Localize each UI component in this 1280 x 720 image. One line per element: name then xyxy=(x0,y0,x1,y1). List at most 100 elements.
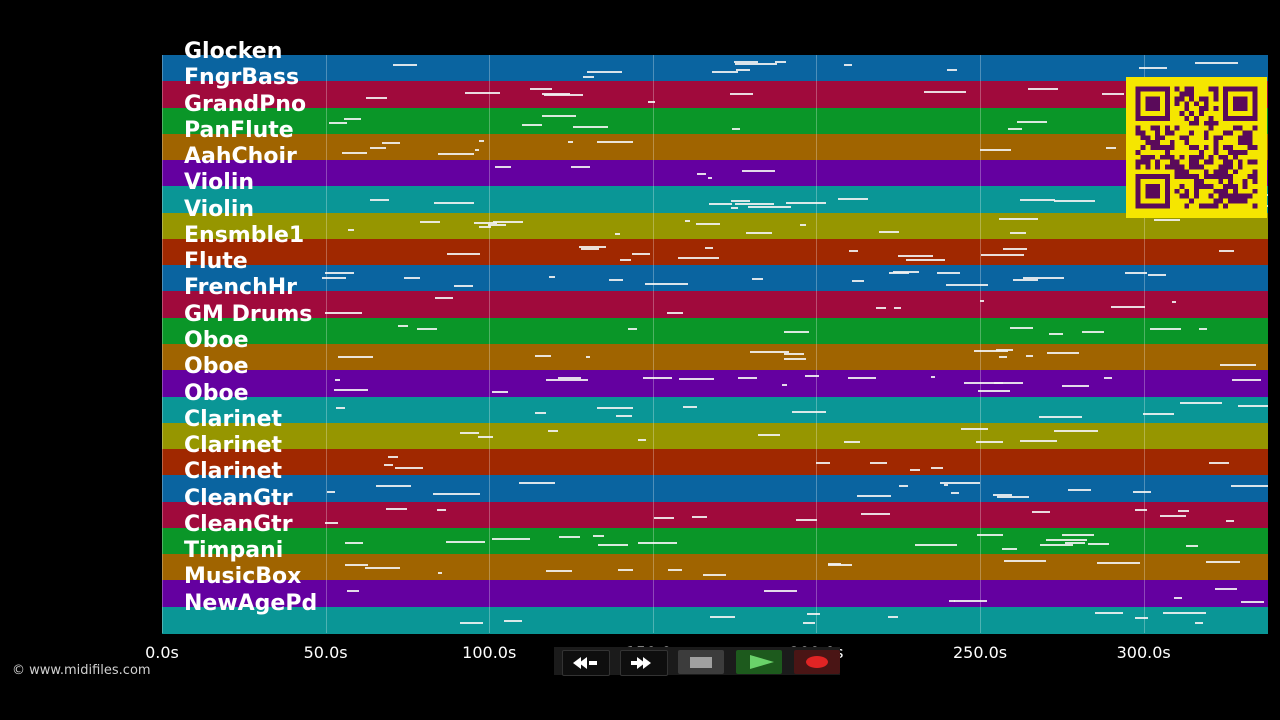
note-mark xyxy=(851,279,865,282)
note-mark xyxy=(642,376,673,379)
note-mark xyxy=(894,306,901,309)
note-mark xyxy=(1081,330,1105,333)
track-row xyxy=(162,133,1268,161)
play-button[interactable] xyxy=(736,650,782,674)
note-mark xyxy=(707,177,712,180)
note-mark xyxy=(732,128,740,131)
note-mark xyxy=(784,357,806,360)
note-mark xyxy=(999,218,1038,221)
track-row xyxy=(162,55,1268,82)
track-label: GrandPno xyxy=(184,91,307,117)
note-mark xyxy=(682,406,697,409)
note-mark xyxy=(711,70,738,73)
note-mark xyxy=(752,277,763,280)
note-mark xyxy=(326,490,335,493)
note-mark xyxy=(1220,363,1257,366)
note-mark xyxy=(734,61,759,64)
note-mark xyxy=(491,391,508,394)
note-mark xyxy=(446,253,480,256)
stop-button[interactable] xyxy=(678,650,724,674)
track-row xyxy=(162,238,1268,266)
note-mark xyxy=(1106,146,1117,149)
note-mark xyxy=(324,312,363,315)
note-mark xyxy=(1219,249,1235,252)
note-mark xyxy=(567,141,573,144)
note-mark xyxy=(495,165,512,168)
note-mark xyxy=(764,589,798,592)
note-mark xyxy=(1199,328,1207,331)
note-mark xyxy=(620,258,631,261)
note-mark xyxy=(1054,200,1095,203)
note-mark xyxy=(750,350,789,353)
note-mark xyxy=(1023,277,1065,280)
note-mark xyxy=(381,142,400,145)
track-label: Clarinet xyxy=(184,406,283,432)
note-mark xyxy=(335,406,345,409)
note-mark xyxy=(708,202,733,205)
note-mark xyxy=(944,483,949,486)
note-mark xyxy=(335,378,341,381)
stop-icon xyxy=(690,657,712,668)
note-mark xyxy=(1007,127,1023,130)
note-mark xyxy=(1226,519,1234,522)
note-mark xyxy=(709,615,736,618)
track-row xyxy=(162,475,1268,503)
note-mark xyxy=(393,63,418,66)
note-mark xyxy=(954,600,988,603)
note-mark xyxy=(632,252,650,255)
note-mark xyxy=(1039,543,1074,546)
note-mark xyxy=(558,535,581,538)
note-mark xyxy=(609,278,623,281)
rewind-button[interactable] xyxy=(562,650,610,676)
note-mark xyxy=(1104,377,1112,380)
fast-forward-button[interactable] xyxy=(620,650,668,676)
note-mark xyxy=(981,253,1024,256)
note-mark xyxy=(888,615,898,618)
note-mark xyxy=(796,519,817,522)
note-mark xyxy=(1027,88,1058,91)
track-label: FngrBass xyxy=(184,65,300,91)
note-mark xyxy=(542,114,576,117)
note-mark xyxy=(437,571,443,574)
record-button[interactable] xyxy=(794,650,840,674)
track-row xyxy=(162,580,1268,608)
note-mark xyxy=(692,516,707,519)
note-mark xyxy=(1062,384,1090,387)
track-label: Violin xyxy=(184,196,255,222)
note-mark xyxy=(936,271,961,274)
note-mark xyxy=(543,93,584,96)
note-mark xyxy=(1101,93,1124,96)
note-mark xyxy=(365,567,400,569)
note-mark xyxy=(1038,415,1082,418)
note-mark xyxy=(703,574,727,577)
note-mark xyxy=(545,379,588,382)
note-mark xyxy=(1230,484,1268,487)
track-label: Ensmble1 xyxy=(184,222,305,248)
note-mark xyxy=(1048,332,1063,335)
grid-line xyxy=(489,55,491,633)
note-mark xyxy=(644,283,688,286)
note-mark xyxy=(1209,462,1230,465)
rewind-icon xyxy=(573,657,597,669)
note-mark xyxy=(366,97,387,100)
note-mark xyxy=(1205,560,1240,563)
track-label: Oboe xyxy=(184,354,249,380)
note-mark xyxy=(1032,511,1051,514)
note-mark xyxy=(730,199,750,202)
note-mark xyxy=(419,221,440,224)
note-mark xyxy=(684,219,690,222)
track-label: Oboe xyxy=(184,380,249,406)
time-tick-label: 100.0s xyxy=(462,643,517,662)
note-mark xyxy=(748,205,791,208)
track-row xyxy=(162,527,1268,555)
note-mark xyxy=(346,589,360,592)
note-mark xyxy=(1096,561,1140,564)
note-mark xyxy=(470,493,481,496)
note-mark xyxy=(791,410,827,413)
note-mark xyxy=(1160,514,1187,517)
note-mark xyxy=(783,331,810,334)
note-mark xyxy=(1094,612,1123,615)
note-mark xyxy=(453,284,473,287)
note-mark xyxy=(325,521,339,524)
note-mark xyxy=(860,513,891,516)
